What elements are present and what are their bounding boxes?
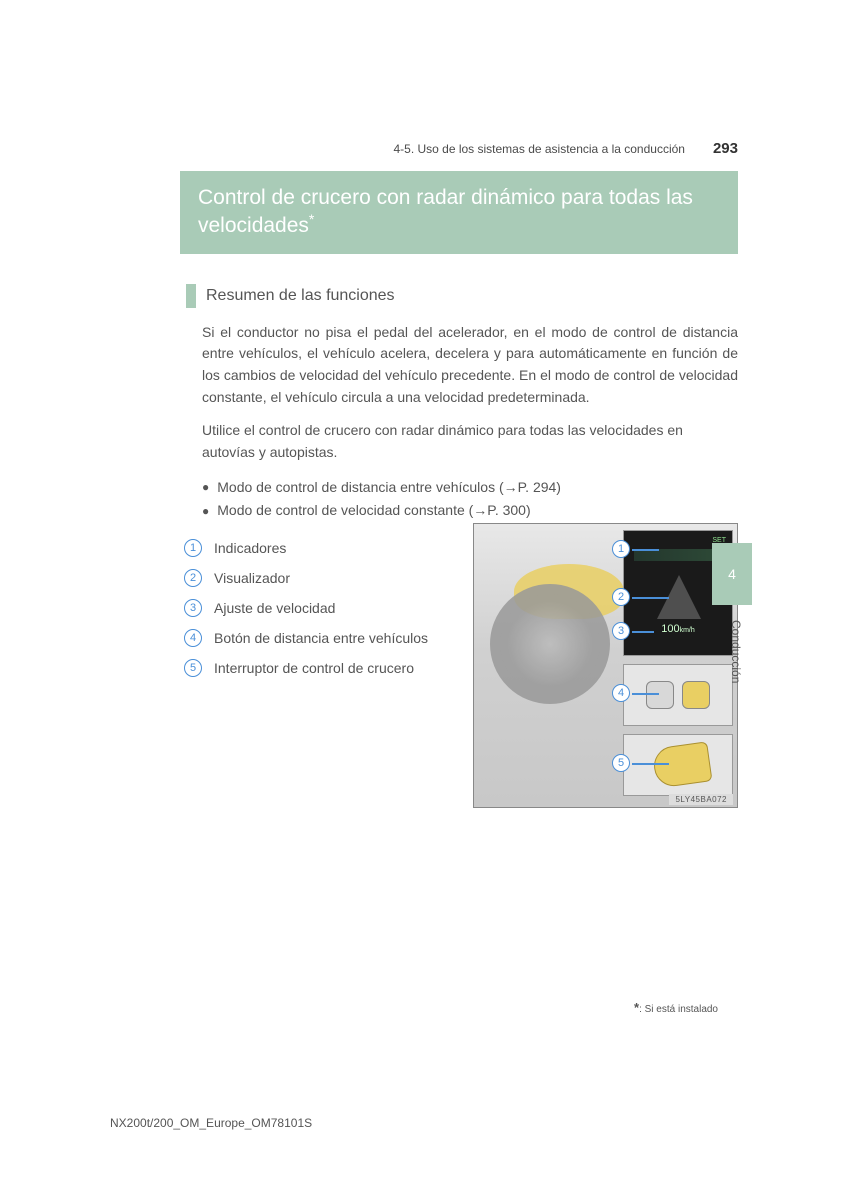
callout-legend: 1 Indicadores 2 Visualizador 3 Ajuste de velo… (180, 523, 459, 808)
figure-callout-line (632, 631, 654, 632)
legend-label: Indicadores (214, 540, 286, 556)
page-number: 293 (713, 140, 738, 157)
bullet-ref: P. 294) (518, 479, 561, 495)
legend-item: 1 Indicadores (184, 539, 459, 557)
section-accent-bar (186, 284, 196, 308)
document-id: NX200t/200_OM_Europe_OM78101S (110, 1116, 312, 1130)
page-title: Control de crucero con radar dinámico pa… (180, 171, 738, 254)
bullet-icon: ● (202, 477, 209, 497)
legend-label: Botón de distancia entre vehículos (214, 630, 428, 646)
figure-callout-line (632, 549, 659, 550)
footnote-text: : Si está instalado (639, 1004, 718, 1015)
legend-number-icon: 1 (184, 539, 202, 557)
paragraph: Si el conductor no pisa el pedal del ace… (202, 322, 738, 409)
figure-code: 5LY45BA072 (669, 794, 733, 805)
bullet-ref: P. 300) (487, 502, 530, 518)
figure: SET 100km/h 12345 5LY45BA072 (473, 523, 738, 808)
legend-item: 4 Botón de distancia entre vehículos (184, 629, 459, 647)
legend-number-icon: 4 (184, 629, 202, 647)
legend-label: Interruptor de control de crucero (214, 660, 414, 676)
chapter-label: Conducción (729, 620, 743, 683)
legend-item: 2 Visualizador (184, 569, 459, 587)
title-asterisk: * (309, 211, 314, 227)
arrow-icon: → (473, 502, 487, 518)
chapter-number: 4 (728, 566, 736, 582)
chapter-tab: 4 (712, 543, 752, 605)
title-text: Control de crucero con radar dinámico pa… (198, 186, 693, 237)
legend-number-icon: 2 (184, 569, 202, 587)
distance-buttons-panel (623, 664, 733, 726)
steering-wheel-illustration (490, 584, 610, 704)
bullet-icon: ● (202, 501, 209, 521)
legend-number-icon: 3 (184, 599, 202, 617)
bullet-list: ● Modo de control de distancia entre veh… (202, 476, 738, 524)
figure-callout-line (632, 693, 659, 694)
legend-item: 5 Interruptor de control de crucero (184, 659, 459, 677)
bullet-text: Modo de control de velocidad constante ( (217, 502, 473, 518)
legend-item: 3 Ajuste de velocidad (184, 599, 459, 617)
legend-label: Visualizador (214, 570, 290, 586)
bullet-item: ● Modo de control de velocidad constante… (202, 499, 738, 523)
distance-button-icon (646, 681, 674, 709)
display-indicator-strip (634, 549, 722, 561)
paragraph: Utilice el control de crucero con radar … (202, 420, 738, 463)
footnote: *: Si está instalado (634, 1000, 718, 1015)
section-heading-text: Resumen de las funciones (206, 287, 395, 305)
cruise-lever-icon (651, 742, 712, 789)
legend-label: Ajuste de velocidad (214, 600, 335, 616)
page-header: 4-5. Uso de los sistemas de asistencia a… (180, 140, 738, 157)
figure-callout-line (632, 597, 669, 598)
bullet-item: ● Modo de control de distancia entre veh… (202, 476, 738, 500)
breadcrumb: 4-5. Uso de los sistemas de asistencia a… (393, 142, 685, 156)
figure-callout-line (632, 763, 669, 764)
bullet-text: Modo de control de distancia entre vehíc… (217, 479, 503, 495)
section-heading: Resumen de las funciones (186, 284, 738, 308)
cruise-lever-panel (623, 734, 733, 796)
legend-number-icon: 5 (184, 659, 202, 677)
content-columns: 1 Indicadores 2 Visualizador 3 Ajuste de velo… (180, 523, 738, 808)
display-speed: 100km/h (624, 623, 732, 635)
arrow-icon: → (504, 479, 518, 495)
distance-button-highlight-icon (682, 681, 710, 709)
